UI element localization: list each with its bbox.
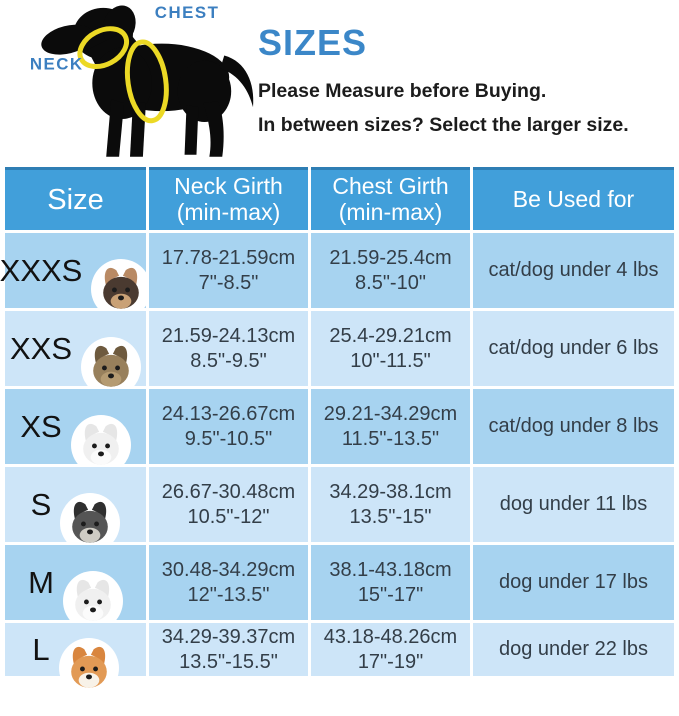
- table-row-l-size: L: [5, 623, 146, 698]
- be-used-for-value: cat/dog under 4 lbs: [473, 233, 674, 308]
- dog-photo-chihuahua: [91, 241, 152, 319]
- table-row-m-size: M: [5, 545, 146, 631]
- table-row-xxs-size: XXS: [5, 311, 146, 397]
- note-select-larger-size: In between sizes? Select the larger size…: [258, 114, 629, 136]
- neck-girth-loop: [77, 26, 129, 69]
- dog-measurement-diagram: NECK CHEST: [8, 0, 256, 165]
- table-row-xs-size: XS: [5, 389, 146, 475]
- be-used-for-value: dog under 22 lbs: [473, 623, 674, 676]
- dog-photo-bichon: [70, 397, 131, 475]
- column-header-be-used-for: Be Used for: [473, 167, 674, 230]
- dog-photo-corgi: [58, 620, 119, 698]
- chest-label: CHEST: [155, 3, 220, 22]
- chest-girth-loop: [124, 39, 169, 124]
- note-measure-before-buying: Please Measure before Buying.: [258, 80, 547, 102]
- neck-girth-value: 30.48-34.29cm 12"-13.5": [149, 545, 308, 620]
- chest-girth-value: 34.29-38.1cm 13.5"-15": [311, 467, 470, 542]
- size-label: XXS: [9, 330, 73, 366]
- column-header-chest-girth: Chest Girth (min-max): [311, 167, 470, 230]
- neck-girth-value: 26.67-30.48cm 10.5"-12": [149, 467, 308, 542]
- be-used-for-value: dog under 17 lbs: [473, 545, 674, 620]
- chest-girth-value: 38.1-43.18cm 15"-17": [311, 545, 470, 620]
- page-title: SIZES: [258, 22, 368, 63]
- hero-section: NECK CHEST SIZES Please Measure before B…: [0, 0, 679, 167]
- size-label: M: [28, 564, 54, 600]
- be-used-for-value: cat/dog under 6 lbs: [473, 311, 674, 386]
- chest-girth-value: 43.18-48.26cm 17"-19": [311, 623, 470, 676]
- hero-copy: SIZES Please Measure before Buying. In b…: [258, 22, 673, 148]
- dog-photo-bichon: [62, 553, 123, 631]
- size-chart-infographic: NECK CHEST SIZES Please Measure before B…: [0, 0, 679, 698]
- dog-photo-schnauzer: [60, 475, 121, 553]
- size-label: XXXS: [0, 252, 83, 288]
- size-label: XS: [20, 408, 62, 444]
- be-used-for-value: dog under 11 lbs: [473, 467, 674, 542]
- column-header-size: Size: [5, 167, 146, 230]
- size-label: S: [30, 486, 52, 522]
- neck-girth-value: 21.59-24.13cm 8.5"-9.5": [149, 311, 308, 386]
- size-label: L: [32, 631, 50, 667]
- neck-label: NECK: [30, 54, 84, 73]
- table-row-xxxs-size: XXXS: [0, 233, 152, 319]
- table-row-s-size: S: [5, 467, 146, 553]
- column-header-neck-girth: Neck Girth (min-max): [149, 167, 308, 230]
- neck-girth-value: 24.13-26.67cm 9.5"-10.5": [149, 389, 308, 464]
- neck-girth-value: 17.78-21.59cm 7"-8.5": [149, 233, 308, 308]
- dog-silhouette-icon: NECK CHEST: [30, 3, 254, 157]
- chest-girth-value: 25.4-29.21cm 10"-11.5": [311, 311, 470, 386]
- chest-girth-value: 29.21-34.29cm 11.5"-13.5": [311, 389, 470, 464]
- be-used-for-value: cat/dog under 8 lbs: [473, 389, 674, 464]
- size-table: Size Neck Girth (min-max) Chest Girth (m…: [0, 167, 674, 698]
- chest-girth-value: 21.59-25.4cm 8.5"-10": [311, 233, 470, 308]
- neck-girth-value: 34.29-39.37cm 13.5"-15.5": [149, 623, 308, 676]
- dog-photo-yorkshire-terrier: [81, 319, 142, 397]
